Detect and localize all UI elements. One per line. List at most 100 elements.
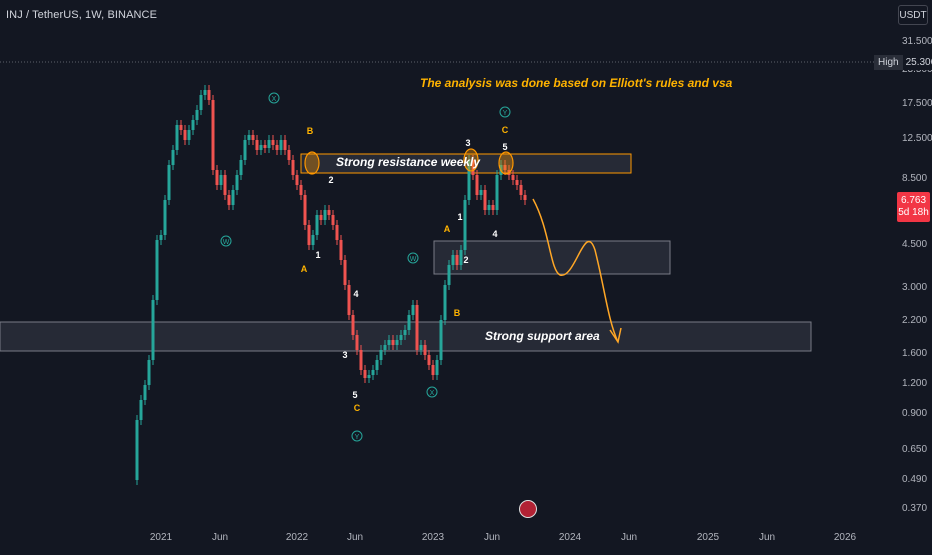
wave-label-white: 4 [353,289,358,299]
price-tick: 0.900 [902,408,927,419]
resistance-touch-marker [498,151,514,175]
candle-body [503,165,507,170]
symbol-header: INJ / TetherUS, 1W, BINANCE [6,9,158,21]
wave-label-white: 3 [465,138,470,148]
candle-body [139,400,143,420]
candle-body [247,135,251,140]
time-tick: Jun [621,532,637,543]
wave-label-white: 1 [315,250,320,260]
candle-body [431,365,435,375]
resistance-touch-marker [463,148,479,172]
candle-body [211,100,215,170]
candle-body [403,330,407,335]
forecast-arrow-head [609,327,622,344]
last-price-value: 6.763 [900,195,927,206]
time-tick: 2026 [834,532,857,543]
wave-label-white: 5 [352,390,357,400]
candle-body [251,135,255,140]
candle-body [143,385,147,400]
candle-body [239,160,243,175]
wave-label-green: Y [503,110,508,117]
candle-body [235,175,239,190]
resistance-zone-label: Strong resistance weekly [336,155,481,169]
candle-body [495,175,499,210]
candle-body [219,175,223,185]
time-tick: 2022 [286,532,309,543]
high-price-marker: High 25.306 [874,55,932,70]
candle-body [339,240,343,260]
candle-body [287,150,291,160]
candle-body [271,140,275,145]
candle-body [307,225,311,245]
candle-body [443,285,447,320]
candle-body [223,175,227,195]
candle-body [171,150,175,165]
wave-label-green: Y [355,434,360,441]
candle-body [519,185,523,195]
candle-body [487,205,491,210]
time-tick: Jun [484,532,500,543]
wave-label-orange: C [502,125,509,135]
wave-label-white: 1 [457,212,462,222]
candle-body [415,305,419,350]
candle-body [199,95,203,110]
price-tick: 8.500 [902,173,927,184]
candle-body [311,235,315,245]
analysis-note: The analysis was done based on Elliott's… [420,76,733,90]
candle-body [135,420,139,480]
wave-label-green: W [410,256,417,263]
wave-label-orange: B [454,308,461,318]
time-tick: 2024 [559,532,582,543]
candle-body [327,210,331,215]
price-tick: 1.600 [902,348,927,359]
candle-body [299,185,303,195]
candle-body [351,315,355,335]
candle-body [515,180,519,185]
candle-body [175,125,179,150]
candle-body [279,140,283,150]
price-tick: 0.490 [902,474,927,485]
wave-label-white: 2 [463,255,468,265]
candle-body [259,145,263,150]
candle-body [243,140,247,160]
candle-body [459,250,463,265]
price-tick: 2.200 [902,315,927,326]
us-flag-icon[interactable] [519,500,537,518]
candle-body [491,205,495,210]
candle-body [155,240,159,300]
candle-body [207,90,211,100]
candle-body [255,140,259,150]
wave-label-white: 2 [328,175,333,185]
wave-circle-green [351,430,363,442]
candle-body [179,125,183,130]
candle-body [187,130,191,140]
candle-body [375,360,379,370]
candle-body [391,340,395,345]
price-tick: 0.650 [902,444,927,455]
candle-body [371,370,375,375]
candle-body [323,210,327,220]
wave-circle-green [499,106,511,118]
wave-circle-green [220,235,232,247]
candle-body [191,120,195,130]
wave-circle-green [268,92,280,104]
time-tick: 2023 [422,532,445,543]
candle-body [407,315,411,330]
candle-body [183,130,187,140]
candle-body [159,235,163,240]
candle-body [203,90,207,95]
candle-body [363,370,367,378]
candle-body [167,165,171,200]
resistance-zone [300,153,632,174]
candle-body [147,360,151,385]
candle-body [295,175,299,185]
candle-body [267,140,271,148]
wave-circle-green [407,252,419,264]
candle-body [399,335,403,340]
wave-label-orange: B [307,126,314,136]
time-tick: 2025 [697,532,720,543]
currency-button[interactable]: USDT [898,5,928,25]
candle-body [423,345,427,355]
